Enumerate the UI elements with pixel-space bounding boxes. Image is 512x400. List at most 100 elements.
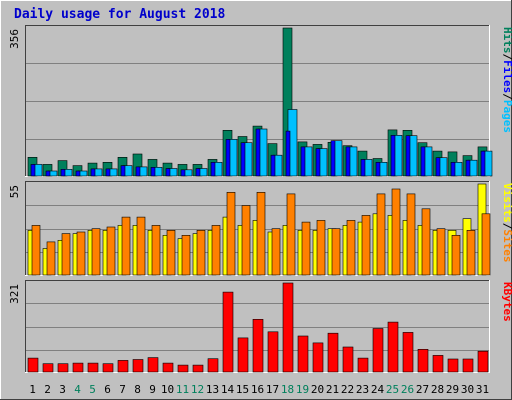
bar-kbytes-day-26 <box>402 332 414 373</box>
x-tick-label-day-17: 17 <box>266 383 279 396</box>
bar-sites-day-23 <box>361 215 371 276</box>
bar-kbytes-day-13 <box>207 358 219 373</box>
bar-files-day-4 <box>75 170 81 177</box>
bar-sites-day-12 <box>196 230 206 276</box>
bar-files-day-8 <box>135 166 141 177</box>
bar-files-day-20 <box>315 148 321 177</box>
bar-sites-day-22 <box>346 220 356 276</box>
bar-files-day-18 <box>285 130 291 177</box>
bar-files-day-15 <box>240 142 246 177</box>
bar-files-day-12 <box>195 168 201 177</box>
bar-files-day-21 <box>330 140 336 177</box>
bar-kbytes-day-18 <box>282 282 294 373</box>
bar-files-day-7 <box>120 165 126 177</box>
bar-kbytes-day-21 <box>327 332 339 373</box>
bar-kbytes-day-7 <box>117 360 129 373</box>
panel-kbytes: 321 KBytes <box>8 280 512 373</box>
bar-sites-day-2 <box>46 241 56 276</box>
x-tick-label-day-26: 26 <box>401 383 414 396</box>
bar-sites-day-20 <box>316 220 326 276</box>
x-tick-label-day-29: 29 <box>446 383 459 396</box>
x-tick-label-day-9: 9 <box>149 383 156 396</box>
bar-sites-day-6 <box>106 226 116 276</box>
x-tick-label-day-5: 5 <box>89 383 96 396</box>
bar-sites-day-25 <box>391 188 401 276</box>
bar-kbytes-day-5 <box>87 362 99 373</box>
x-tick-label-day-12: 12 <box>191 383 204 396</box>
bar-sites-day-10 <box>166 230 176 276</box>
bar-files-day-13 <box>210 162 216 177</box>
x-tick-label-day-20: 20 <box>311 383 324 396</box>
bar-sites-day-9 <box>151 225 161 276</box>
bar-sites-day-8 <box>136 216 146 276</box>
x-tick-label-day-24: 24 <box>371 383 385 396</box>
bar-kbytes-day-8 <box>132 359 144 373</box>
bar-kbytes-day-4 <box>72 362 84 373</box>
bar-sites-day-26 <box>406 193 416 276</box>
bar-kbytes-day-3 <box>57 363 69 373</box>
bar-kbytes-day-1 <box>27 357 39 373</box>
x-axis-day-labels: 1 2 3 4 5 6 7 8 9 10 11 12 13 14 15 16 17 18 19 20 21 22 23 24 2… <box>29 383 489 396</box>
chart-title: Daily usage for August 2018 <box>14 7 225 22</box>
x-tick-label-day-30: 30 <box>461 383 474 396</box>
legend-kbytes: KBytes <box>501 282 512 322</box>
bar-kbytes-day-19 <box>297 335 309 373</box>
y-max-label: 356 <box>8 29 21 49</box>
bar-sites-day-1 <box>31 225 41 276</box>
bar-sites-day-11 <box>181 235 191 276</box>
bar-sites-day-4 <box>76 231 86 276</box>
bar-files-day-31 <box>480 150 486 177</box>
bar-files-day-24 <box>375 162 381 177</box>
bar-files-day-1 <box>30 164 36 177</box>
bar-sites-day-14 <box>226 192 236 276</box>
x-tick-label-day-10: 10 <box>161 383 174 396</box>
bar-files-day-30 <box>465 159 471 177</box>
bar-files-day-9 <box>150 167 156 177</box>
bar-sites-day-28 <box>436 228 446 276</box>
x-tick-label-day-6: 6 <box>104 383 111 396</box>
bar-kbytes-day-10 <box>162 362 174 373</box>
legend-pages: Pages <box>501 100 512 133</box>
x-tick-label-day-11: 11 <box>176 383 189 396</box>
bar-kbytes-day-20 <box>312 342 324 373</box>
x-tick-label-day-28: 28 <box>431 383 444 396</box>
bar-kbytes-day-11 <box>177 364 189 373</box>
y-max-label: 321 <box>8 284 21 304</box>
bar-kbytes-day-12 <box>192 364 204 373</box>
x-tick-label-day-21: 21 <box>326 383 339 396</box>
bar-files-day-10 <box>165 168 171 177</box>
bar-kbytes-day-6 <box>102 363 114 373</box>
bar-sites-day-17 <box>271 228 281 276</box>
bar-kbytes-day-9 <box>147 357 159 373</box>
bar-kbytes-day-2 <box>42 363 54 373</box>
bar-sites-day-31 <box>481 213 491 276</box>
panel-hits-files-pages: 356 Hits/Files/Pages <box>8 25 512 177</box>
x-tick-label-day-25: 25 <box>386 383 399 396</box>
bar-files-day-17 <box>270 154 276 177</box>
bar-sites-day-13 <box>211 225 221 276</box>
bar-kbytes-day-30 <box>462 358 474 373</box>
x-tick-label-day-1: 1 <box>29 383 36 396</box>
bar-sites-day-24 <box>376 193 386 276</box>
bar-kbytes-day-17 <box>267 331 279 373</box>
bar-sites-day-7 <box>121 216 131 276</box>
bar-kbytes-day-27 <box>417 348 429 373</box>
x-tick-label-day-16: 16 <box>251 383 264 396</box>
bar-files-day-5 <box>90 168 96 177</box>
x-tick-label-day-31: 31 <box>476 383 489 396</box>
x-tick-label-day-3: 3 <box>59 383 66 396</box>
x-tick-label-day-8: 8 <box>134 383 141 396</box>
bar-files-day-28 <box>435 157 441 177</box>
bar-files-day-29 <box>450 162 456 177</box>
bar-files-day-11 <box>180 169 186 177</box>
series-legend-hits-files-pages: Hits/Files/Pages <box>501 27 512 133</box>
x-tick-label-day-19: 19 <box>296 383 309 396</box>
bar-files-day-14 <box>225 139 231 177</box>
bar-files-day-23 <box>360 159 366 177</box>
bar-kbytes-day-22 <box>342 346 354 373</box>
x-tick-label-day-18: 18 <box>281 383 294 396</box>
legend-separator: / <box>501 93 512 100</box>
bar-files-day-25 <box>390 135 396 177</box>
chart-panels: 356Hits/Files/Pages55Visits/Sites321KByt… <box>8 25 512 373</box>
bar-kbytes-day-15 <box>237 337 249 373</box>
